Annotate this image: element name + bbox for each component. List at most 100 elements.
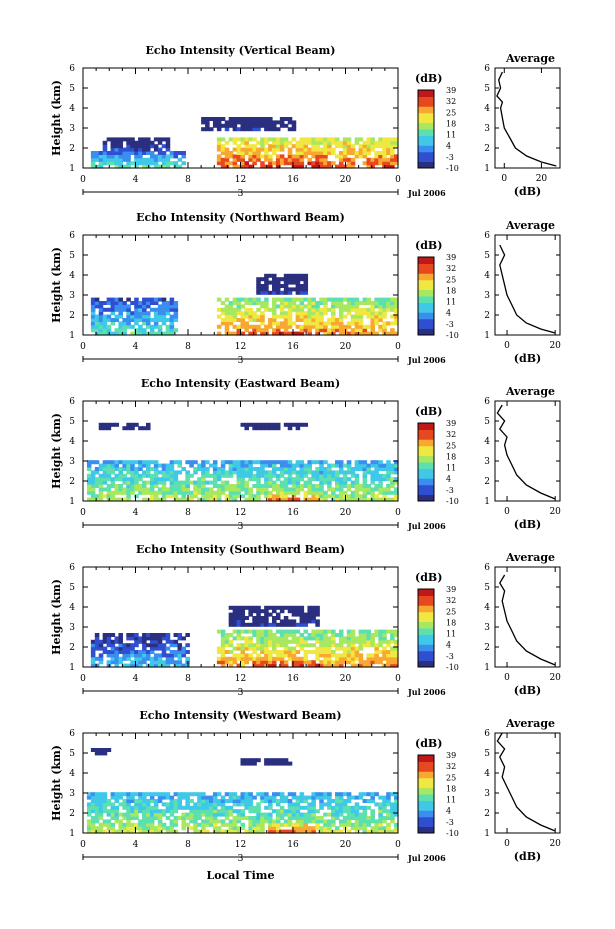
echo-cell — [311, 805, 316, 810]
echo-cell — [102, 460, 108, 465]
echo-cell — [275, 650, 281, 654]
colorbar-tick-label: -3 — [446, 486, 454, 495]
echo-cell — [161, 812, 167, 817]
echo-cell — [236, 636, 242, 641]
echo-cell — [272, 140, 277, 145]
echo-cell — [90, 157, 96, 162]
echo-cell — [346, 301, 352, 305]
echo-cell — [378, 802, 383, 807]
average-y-tick-label: 1 — [484, 164, 490, 174]
echo-cell — [382, 307, 387, 312]
echo-cell — [287, 321, 293, 326]
echo-cell — [248, 318, 253, 322]
echo-cell — [110, 460, 116, 465]
average-y-tick-label: 3 — [484, 124, 490, 134]
echo-cell — [165, 633, 171, 637]
echo-cell — [362, 161, 368, 166]
echo-cell — [193, 802, 198, 807]
echo-cell — [256, 490, 261, 495]
echo-cell — [264, 277, 269, 282]
echo-cell — [134, 809, 139, 814]
echo-cell — [335, 154, 340, 159]
echo-cell — [331, 809, 336, 814]
echo-cell — [248, 470, 253, 475]
echo-cell — [268, 761, 273, 766]
echo-cell — [122, 653, 127, 658]
echo-cell — [342, 792, 348, 797]
echo-cell — [240, 463, 246, 468]
echo-cell — [134, 802, 139, 807]
echo-cell — [94, 826, 100, 831]
echo-cell — [110, 470, 116, 475]
echo-cell — [311, 144, 316, 149]
colorbar-segment — [418, 797, 434, 801]
echo-cell — [342, 480, 348, 485]
echo-cell — [260, 490, 265, 495]
echo-cell — [157, 799, 163, 803]
echo-cell — [272, 314, 277, 319]
echo-cell — [323, 157, 328, 162]
echo-cell — [209, 127, 214, 132]
echo-cell — [338, 301, 344, 305]
echo-cell — [370, 490, 375, 495]
echo-cell — [209, 494, 214, 499]
echo-cell — [287, 127, 293, 132]
echo-cell — [205, 494, 210, 499]
day-label: 3 — [238, 356, 244, 366]
echo-cell — [272, 639, 277, 644]
echo-cell — [161, 463, 167, 468]
echo-cell — [338, 484, 344, 488]
echo-cell — [394, 463, 399, 468]
echo-cell — [169, 805, 175, 810]
echo-cell — [346, 656, 352, 661]
echo-cell — [394, 314, 399, 319]
echo-cell — [394, 650, 399, 654]
echo-cell — [126, 656, 131, 661]
echo-cell — [102, 426, 108, 431]
echo-cell — [126, 497, 131, 502]
echo-cell — [142, 460, 147, 465]
echo-cell — [370, 311, 375, 316]
echo-cell — [275, 809, 281, 814]
echo-cell — [307, 157, 312, 162]
echo-cell — [311, 147, 316, 152]
echo-cell — [338, 328, 344, 333]
echo-cell — [165, 154, 171, 159]
echo-cell — [354, 137, 360, 142]
echo-cell — [165, 331, 171, 336]
echo-cell — [338, 154, 344, 159]
echo-cell — [232, 616, 238, 620]
echo-cell — [209, 802, 214, 807]
echo-cell — [244, 639, 249, 644]
echo-cell — [378, 328, 383, 333]
echo-cell — [268, 280, 273, 285]
echo-cell — [358, 822, 364, 827]
echo-cell — [86, 822, 92, 827]
echo-cell — [264, 636, 269, 641]
echo-cell — [149, 477, 155, 482]
echo-cell — [394, 477, 399, 482]
echo-cell — [90, 802, 96, 807]
echo-cell — [94, 829, 100, 834]
echo-cell — [90, 494, 96, 499]
echo-cell — [315, 147, 320, 152]
echo-cell — [228, 137, 234, 142]
echo-cell — [138, 140, 143, 145]
echo-cell — [201, 497, 206, 502]
echo-cell — [126, 646, 131, 651]
echo-cell — [212, 802, 218, 807]
echo-cell — [122, 497, 127, 502]
x-axis-label: Local Time — [207, 869, 275, 882]
echo-cell — [197, 467, 202, 471]
echo-cell — [335, 816, 340, 820]
echo-cell — [240, 314, 246, 319]
echo-cell — [299, 663, 305, 668]
echo-cell — [311, 629, 316, 634]
echo-cell — [268, 117, 273, 121]
echo-cell — [382, 311, 387, 316]
echo-cell — [354, 795, 360, 800]
echo-cell — [248, 157, 253, 162]
y-tick-label: 1 — [69, 497, 75, 507]
echo-cell — [350, 480, 356, 485]
echo-cell — [370, 487, 375, 492]
